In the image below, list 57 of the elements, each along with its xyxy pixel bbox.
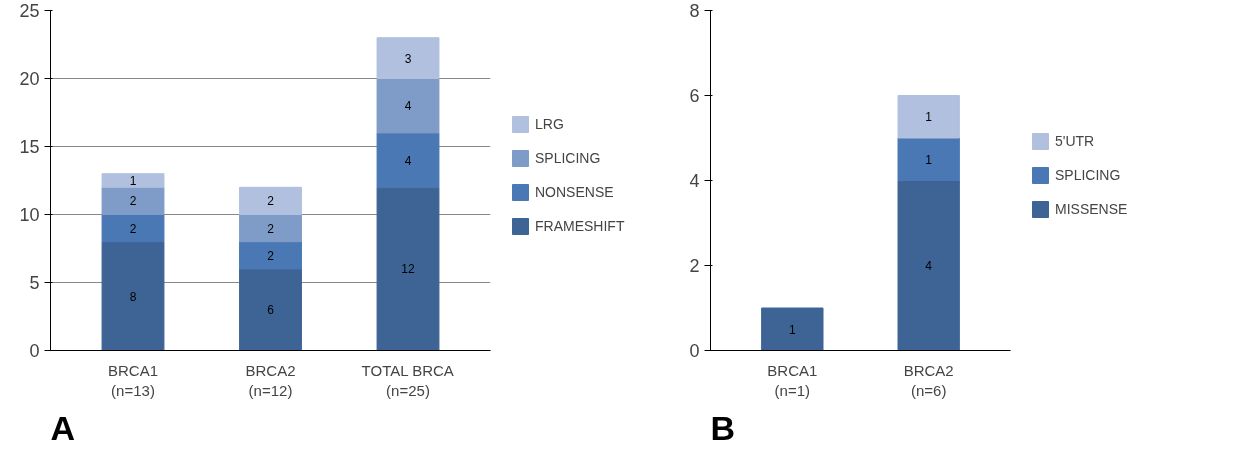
y-tick-label: 8 xyxy=(689,1,700,21)
data-label: 8 xyxy=(129,289,137,304)
x-tick-label: BRCA1 (n=13) xyxy=(107,361,159,399)
y-tick-label: 2 xyxy=(689,256,700,276)
x-tick-label: BRCA2 (n=12) xyxy=(245,361,296,399)
bar xyxy=(376,37,440,79)
legend-label: NONSENSE xyxy=(535,183,614,200)
data-label: 2 xyxy=(129,194,137,209)
y-tick-label: 20 xyxy=(19,69,40,89)
bar xyxy=(101,186,165,215)
legend-label: FRAMESHIFT xyxy=(535,217,625,234)
y-tick-label: 0 xyxy=(29,341,40,361)
data-label: 4 xyxy=(404,153,412,168)
x-tick-label: BRCA1 (n=1) xyxy=(767,361,818,399)
data-label: 3 xyxy=(404,51,412,66)
data-label: 2 xyxy=(129,221,137,236)
legend-label: MISSENSE xyxy=(1055,200,1128,217)
y-tick-label: 15 xyxy=(19,137,40,157)
data-label: 1 xyxy=(788,322,796,337)
legend-label: SPLICING xyxy=(535,149,601,166)
y-tick-label: 4 xyxy=(689,171,700,191)
data-label: 2 xyxy=(267,194,275,209)
text: A xyxy=(50,408,76,447)
bar xyxy=(101,173,165,188)
bar xyxy=(897,180,960,351)
y-tick-label: 5 xyxy=(29,273,40,293)
bar xyxy=(897,137,960,181)
y-tick-label: 6 xyxy=(689,86,700,106)
legend-label: 5'UTR xyxy=(1055,132,1095,149)
bar xyxy=(376,132,440,188)
data-label: 6 xyxy=(267,303,275,318)
data-label: 4 xyxy=(925,259,933,273)
y-tick-label: 0 xyxy=(689,341,700,361)
data-label: 4 xyxy=(404,99,412,114)
bar xyxy=(239,214,302,243)
legend-label: LRG xyxy=(535,115,564,132)
bar xyxy=(376,186,440,351)
data-label: 1 xyxy=(129,174,137,188)
data-label: 1 xyxy=(925,110,933,125)
data-label: 1 xyxy=(925,152,933,167)
data-label: 2 xyxy=(267,221,275,236)
bar xyxy=(239,241,302,270)
bar xyxy=(239,268,302,351)
bar xyxy=(761,307,824,351)
y-tick-label: 25 xyxy=(19,1,40,21)
bar xyxy=(376,78,440,134)
x-tick-label: TOTAL BRCA (n=25) xyxy=(361,361,454,399)
bar xyxy=(101,214,165,243)
bar xyxy=(897,95,960,139)
data-label: 2 xyxy=(267,248,275,263)
x-tick-label: BRCA2 (n=6) xyxy=(903,361,954,399)
data-label: 12 xyxy=(401,262,415,277)
text: B xyxy=(710,408,736,447)
bar xyxy=(239,186,302,215)
legend-label: SPLICING xyxy=(1055,166,1121,183)
y-tick-label: 10 xyxy=(19,205,40,225)
bar xyxy=(101,241,165,351)
